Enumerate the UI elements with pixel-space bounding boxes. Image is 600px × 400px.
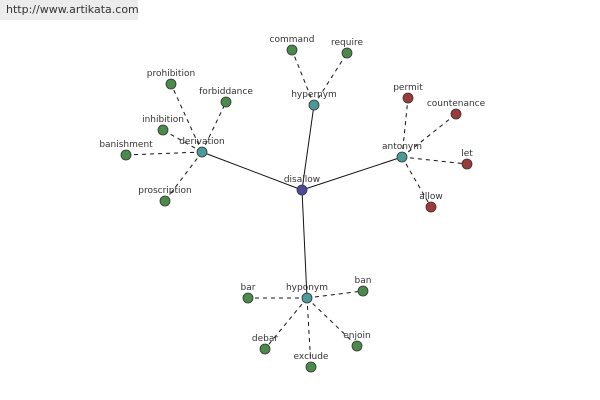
node-label: require: [331, 38, 363, 48]
dashed-edge: [306, 297, 358, 347]
node: [461, 158, 473, 170]
node-label: forbiddance: [199, 87, 253, 97]
node: [402, 92, 414, 104]
node: [425, 201, 437, 213]
edge: [301, 104, 315, 191]
node: [157, 124, 169, 136]
node: [351, 340, 363, 352]
node: [396, 151, 408, 163]
node: [296, 184, 308, 196]
dashed-edge: [164, 151, 203, 202]
dashed-edge: [401, 156, 432, 208]
node: [305, 361, 317, 373]
node: [120, 149, 132, 161]
node: [308, 99, 320, 111]
node-label: exclude: [294, 352, 329, 362]
edge: [301, 156, 403, 191]
node-label: bar: [241, 283, 256, 293]
node-label: inhibition: [142, 115, 184, 125]
node-label: debar: [252, 334, 278, 344]
node: [357, 285, 369, 297]
node: [450, 108, 462, 120]
dashed-edge: [313, 52, 348, 106]
node: [242, 292, 254, 304]
node: [220, 96, 232, 108]
node-label: let: [461, 149, 473, 159]
dashed-edge: [125, 151, 203, 156]
dashed-edge: [264, 297, 308, 350]
node: [259, 343, 271, 355]
watermark: http://www.artikata.com: [0, 0, 139, 20]
dashed-edge: [291, 49, 315, 106]
dashed-edge: [401, 156, 468, 165]
node-label: banishment: [99, 140, 153, 150]
node-label: hyponym: [286, 283, 328, 293]
node-label: ban: [355, 276, 372, 286]
node-label: command: [270, 35, 315, 45]
node: [286, 44, 298, 56]
node: [301, 292, 313, 304]
node-label: enjoin: [343, 331, 370, 341]
node-label: prohibition: [147, 69, 195, 79]
node-label: permit: [393, 83, 423, 93]
edge: [201, 151, 303, 191]
dashed-edge: [306, 297, 312, 368]
dashed-edge: [201, 101, 227, 153]
dashed-edge: [306, 290, 364, 299]
dashed-edge: [401, 113, 457, 158]
node-label: antonym: [382, 142, 422, 152]
node-label: proscription: [138, 186, 192, 196]
node-label: countenance: [427, 99, 486, 109]
dashed-edge: [401, 97, 409, 158]
node-label: allow: [419, 192, 442, 202]
node: [159, 195, 171, 207]
node-label: hypernym: [291, 90, 337, 100]
node-label: disallow: [284, 175, 320, 185]
node-label: derivation: [179, 137, 225, 147]
edge: [301, 189, 308, 299]
node: [341, 47, 353, 59]
node: [196, 146, 208, 158]
node: [165, 78, 177, 90]
